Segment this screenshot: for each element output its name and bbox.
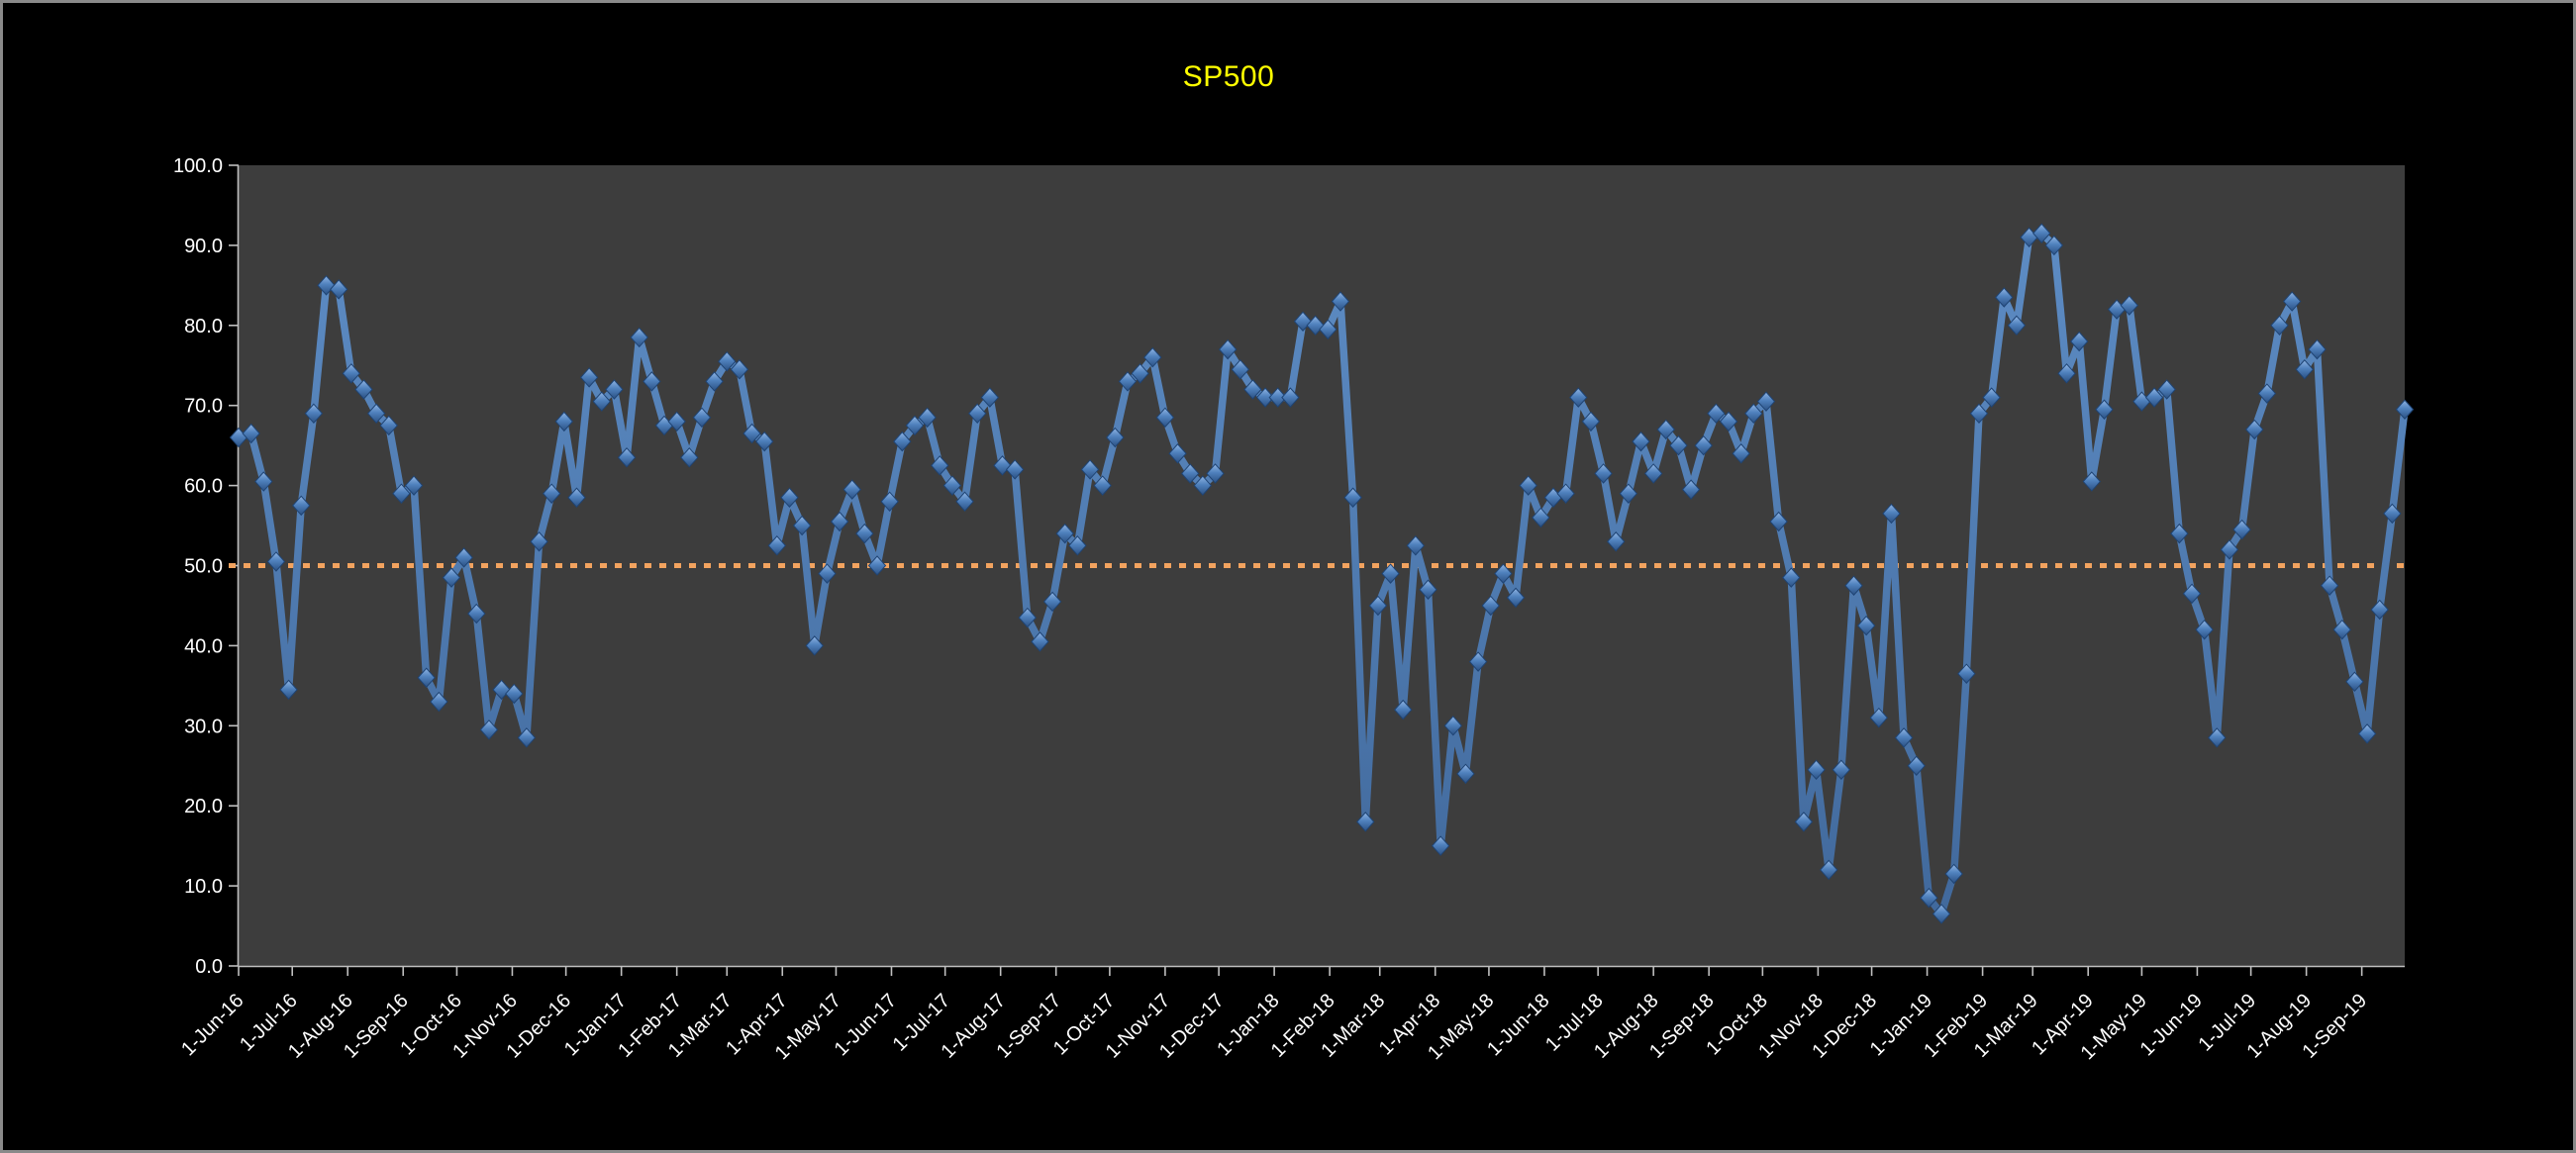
svg-text:1-Jun-17: 1-Jun-17 — [831, 990, 901, 1060]
axes — [229, 164, 2405, 976]
sp500-series-line — [229, 223, 2415, 924]
svg-text:1-Jun-18: 1-Jun-18 — [1483, 990, 1553, 1060]
svg-text:10.0: 10.0 — [184, 876, 223, 898]
plot-area — [239, 165, 2405, 966]
svg-text:90.0: 90.0 — [184, 236, 223, 257]
svg-text:30.0: 30.0 — [184, 716, 223, 737]
svg-text:1-Jun-16: 1-Jun-16 — [177, 990, 248, 1060]
svg-text:40.0: 40.0 — [184, 635, 223, 657]
svg-text:60.0: 60.0 — [184, 476, 223, 498]
chart-title: SP500 — [1182, 60, 1275, 93]
sp500-line-chart: 0.0 10.0 20.0 30.0 40.0 50.0 60.0 70.0 80.0 90.0 1… — [173, 155, 2415, 1064]
svg-text:80.0: 80.0 — [184, 316, 223, 337]
svg-text:100.0: 100.0 — [173, 155, 223, 177]
svg-text:70.0: 70.0 — [184, 396, 223, 418]
svg-text:1-Jun-19: 1-Jun-19 — [2136, 990, 2207, 1060]
svg-text:0.0: 0.0 — [195, 956, 223, 978]
svg-text:50.0: 50.0 — [184, 556, 223, 578]
svg-text:20.0: 20.0 — [184, 796, 223, 817]
